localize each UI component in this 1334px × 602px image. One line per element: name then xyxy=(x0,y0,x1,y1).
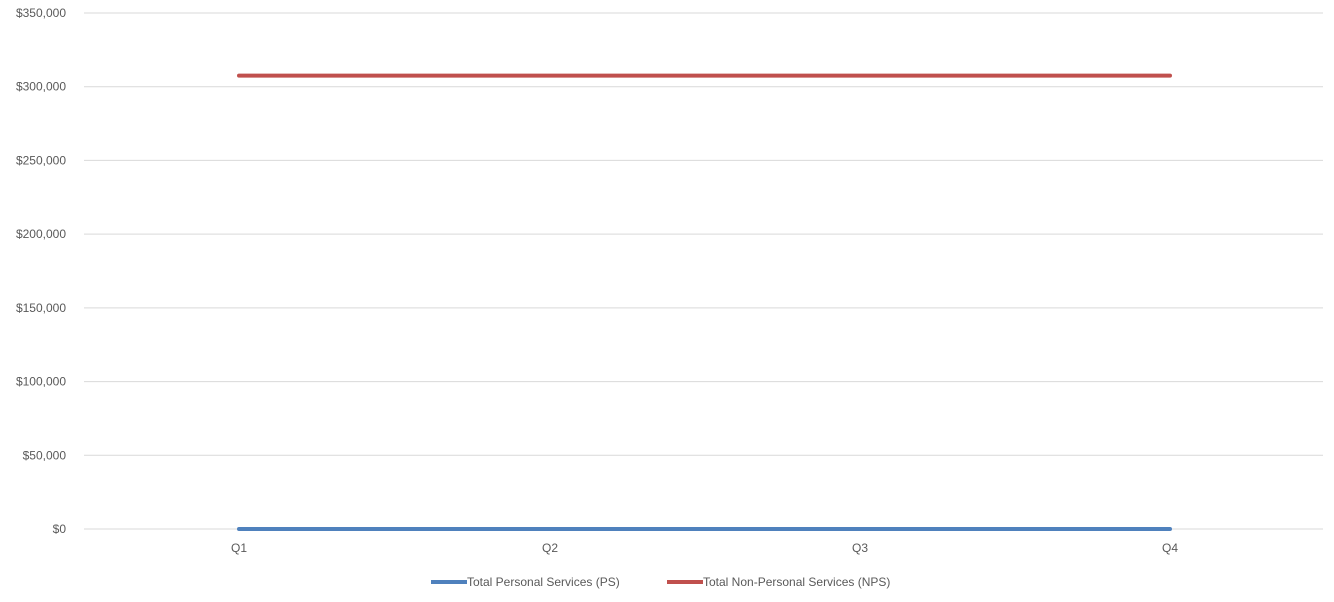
y-tick-label: $0 xyxy=(53,522,67,536)
y-tick-label: $50,000 xyxy=(23,448,67,462)
y-tick-label: $300,000 xyxy=(16,80,66,94)
x-tick-label: Q4 xyxy=(1162,541,1178,555)
x-tick-label: Q3 xyxy=(852,541,868,555)
series-lines xyxy=(237,73,1172,531)
gridlines xyxy=(84,12,1323,530)
x-axis-tick-labels: Q1 Q2 Q3 Q4 xyxy=(231,541,1178,555)
legend: Total Personal Services (PS) Total Non-Pe… xyxy=(431,575,890,589)
y-tick-label: $200,000 xyxy=(16,227,66,241)
legend-label: Total Personal Services (PS) xyxy=(467,575,620,589)
y-tick-label: $350,000 xyxy=(16,6,66,20)
y-axis-tick-labels: $0 $50,000 $100,000 $150,000 $200,000 $250,00… xyxy=(16,6,66,536)
x-tick-label: Q1 xyxy=(231,541,247,555)
x-tick-label: Q2 xyxy=(542,541,558,555)
y-tick-label: $100,000 xyxy=(16,375,66,389)
y-tick-label: $150,000 xyxy=(16,301,66,315)
y-tick-label: $250,000 xyxy=(16,153,66,167)
legend-label: Total Non-Personal Services (NPS) xyxy=(703,575,890,589)
